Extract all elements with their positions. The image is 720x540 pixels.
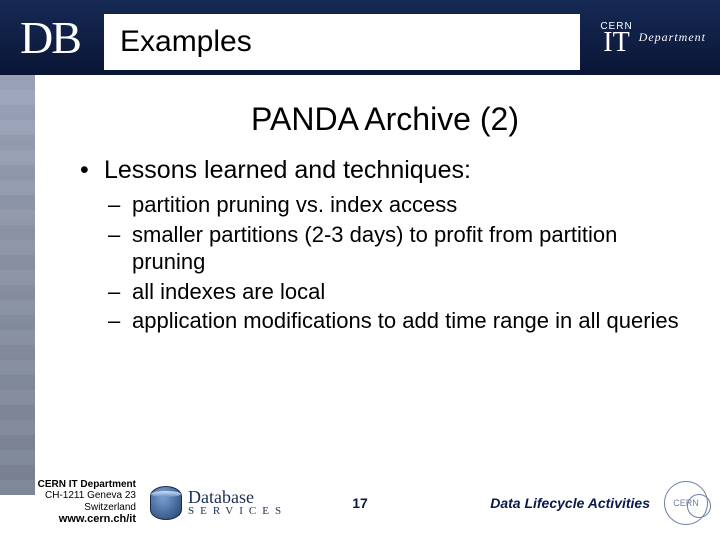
header-title: Examples — [120, 25, 252, 59]
list-item: all indexes are local — [104, 278, 690, 306]
db-logo-text: DB — [20, 11, 80, 64]
cern-badge-label: CERN — [673, 498, 699, 508]
database-services-text: Database SERVICES — [188, 489, 287, 517]
service-subtitle: SERVICES — [188, 506, 287, 516]
slide-body: PANDA Archive (2) Lessons learned and te… — [0, 75, 720, 335]
database-services-logo: Database SERVICES — [150, 486, 287, 520]
slide-footer: CERN IT Department CH-1211 Geneva 23 Swi… — [0, 475, 720, 530]
address-url: www.cern.ch/it — [0, 513, 136, 526]
header-title-box: Examples — [104, 14, 580, 70]
service-name: Database — [188, 489, 287, 506]
department-label: Department — [639, 30, 706, 45]
address-line: CH-1211 Geneva 23 — [0, 490, 136, 502]
db-logo: DB — [0, 11, 100, 64]
bullet-text: all indexes are local — [132, 279, 325, 304]
list-item: application modifications to add time ra… — [104, 307, 690, 335]
department-logo: CERN IT Department — [580, 21, 720, 54]
cern-ring-icon: CERN — [664, 481, 708, 525]
bullet-list-level1: Lessons learned and techniques: partitio… — [80, 156, 690, 335]
bullet-text: application modifications to add time ra… — [132, 308, 679, 333]
database-barrel-icon — [150, 486, 182, 520]
it-label: IT — [603, 32, 629, 54]
address-line: CERN IT Department — [0, 479, 136, 491]
list-item: partition pruning vs. index access — [104, 191, 690, 219]
list-item: Lessons learned and techniques: partitio… — [80, 156, 690, 335]
page-number: 17 — [352, 495, 368, 511]
bullet-list-level2: partition pruning vs. index access small… — [104, 191, 690, 335]
slide-header: DB Examples CERN IT Department — [0, 0, 720, 75]
cern-it-icon: CERN IT — [600, 21, 632, 54]
footer-address: CERN IT Department CH-1211 Geneva 23 Swi… — [0, 479, 140, 526]
doc-title: Data Lifecycle Activities — [490, 495, 650, 511]
bullet-text: smaller partitions (2-3 days) to profit … — [132, 222, 617, 275]
slide-title: PANDA Archive (2) — [80, 101, 690, 138]
list-item: smaller partitions (2-3 days) to profit … — [104, 221, 690, 276]
bullet-text: partition pruning vs. index access — [132, 192, 457, 217]
bullet-text: Lessons learned and techniques: — [104, 156, 471, 184]
address-line: Switzerland — [0, 502, 136, 514]
